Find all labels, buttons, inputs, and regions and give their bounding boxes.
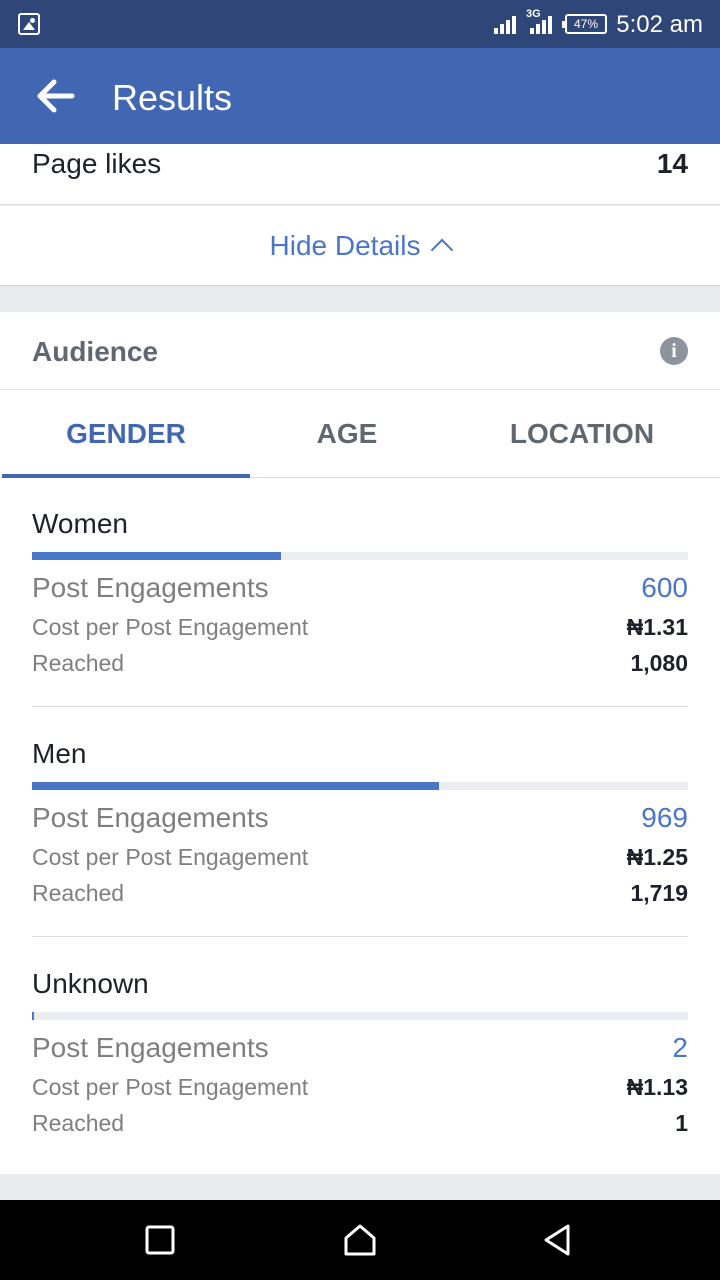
metric-value: ₦1.31 xyxy=(626,614,688,640)
metric-value: 1,080 xyxy=(630,650,688,676)
tab-location[interactable]: LOCATION xyxy=(509,418,655,449)
chevron-up-icon xyxy=(431,238,454,262)
divider xyxy=(32,936,688,937)
tab-gender[interactable]: GENDER xyxy=(2,390,250,478)
info-icon[interactable]: i xyxy=(660,337,688,365)
hide-details-button[interactable]: Hide Details xyxy=(0,230,720,262)
engagement-bar-fill xyxy=(32,1012,34,1020)
engagement-bar xyxy=(32,552,688,560)
metric-value: 2 xyxy=(672,1032,688,1063)
metric-label: Reached xyxy=(32,1110,125,1136)
page-likes-row: Page likes 14 xyxy=(0,144,720,205)
page-title: Results xyxy=(112,77,233,118)
audience-header: Audience i xyxy=(0,312,720,390)
signal-strength-icon-2 xyxy=(530,14,552,34)
app-bar: Results xyxy=(0,48,720,144)
engagement-bar xyxy=(32,782,688,790)
status-bar: 3G 47% 5:02 am xyxy=(0,0,720,48)
gallery-notification-icon xyxy=(18,13,40,35)
audience-card: Audience i GENDER AGE LOCATION Women Pos… xyxy=(0,312,720,1174)
home-icon[interactable] xyxy=(342,1222,378,1258)
group-title: Men xyxy=(32,738,87,769)
metric-label: Reached xyxy=(32,650,125,676)
audience-title: Audience xyxy=(32,336,159,367)
page-likes-value: 14 xyxy=(656,148,688,179)
tab-age[interactable]: AGE xyxy=(316,418,378,449)
divider xyxy=(32,706,688,707)
metric-value: 1,719 xyxy=(630,880,688,906)
metric-label: Reached xyxy=(32,880,125,906)
group-title: Unknown xyxy=(32,968,149,999)
signal-strength-icon xyxy=(494,14,516,34)
hide-details-label: Hide Details xyxy=(269,230,421,261)
metric-label: Post Engagements xyxy=(32,572,269,603)
metric-value: ₦1.13 xyxy=(626,1074,688,1100)
hide-details-row: Hide Details xyxy=(0,206,720,286)
metric-value: 600 xyxy=(641,572,688,603)
recent-apps-icon[interactable] xyxy=(142,1222,178,1258)
back-arrow-icon[interactable] xyxy=(36,78,76,114)
metric-label: Cost per Post Engagement xyxy=(32,614,309,640)
engagement-bar-fill xyxy=(32,552,281,560)
network-type: 3G xyxy=(526,8,541,20)
audience-tabs: GENDER AGE LOCATION xyxy=(0,390,720,478)
page-likes-label: Page likes xyxy=(32,148,162,179)
system-nav-bar xyxy=(0,1200,720,1280)
engagement-bar-fill xyxy=(32,782,439,790)
battery-icon: 47% xyxy=(562,14,607,34)
status-time: 5:02 am xyxy=(616,11,703,38)
metric-value: ₦1.25 xyxy=(626,844,688,870)
metric-value: 969 xyxy=(641,802,688,833)
group-title: Women xyxy=(32,508,128,539)
engagement-bar xyxy=(32,1012,688,1020)
metric-label: Cost per Post Engagement xyxy=(32,1074,309,1100)
metric-value: 1 xyxy=(675,1110,688,1136)
metric-label: Post Engagements xyxy=(32,802,269,833)
back-nav-icon[interactable] xyxy=(540,1222,576,1258)
metric-label: Post Engagements xyxy=(32,1032,269,1063)
metric-label: Cost per Post Engagement xyxy=(32,844,309,870)
